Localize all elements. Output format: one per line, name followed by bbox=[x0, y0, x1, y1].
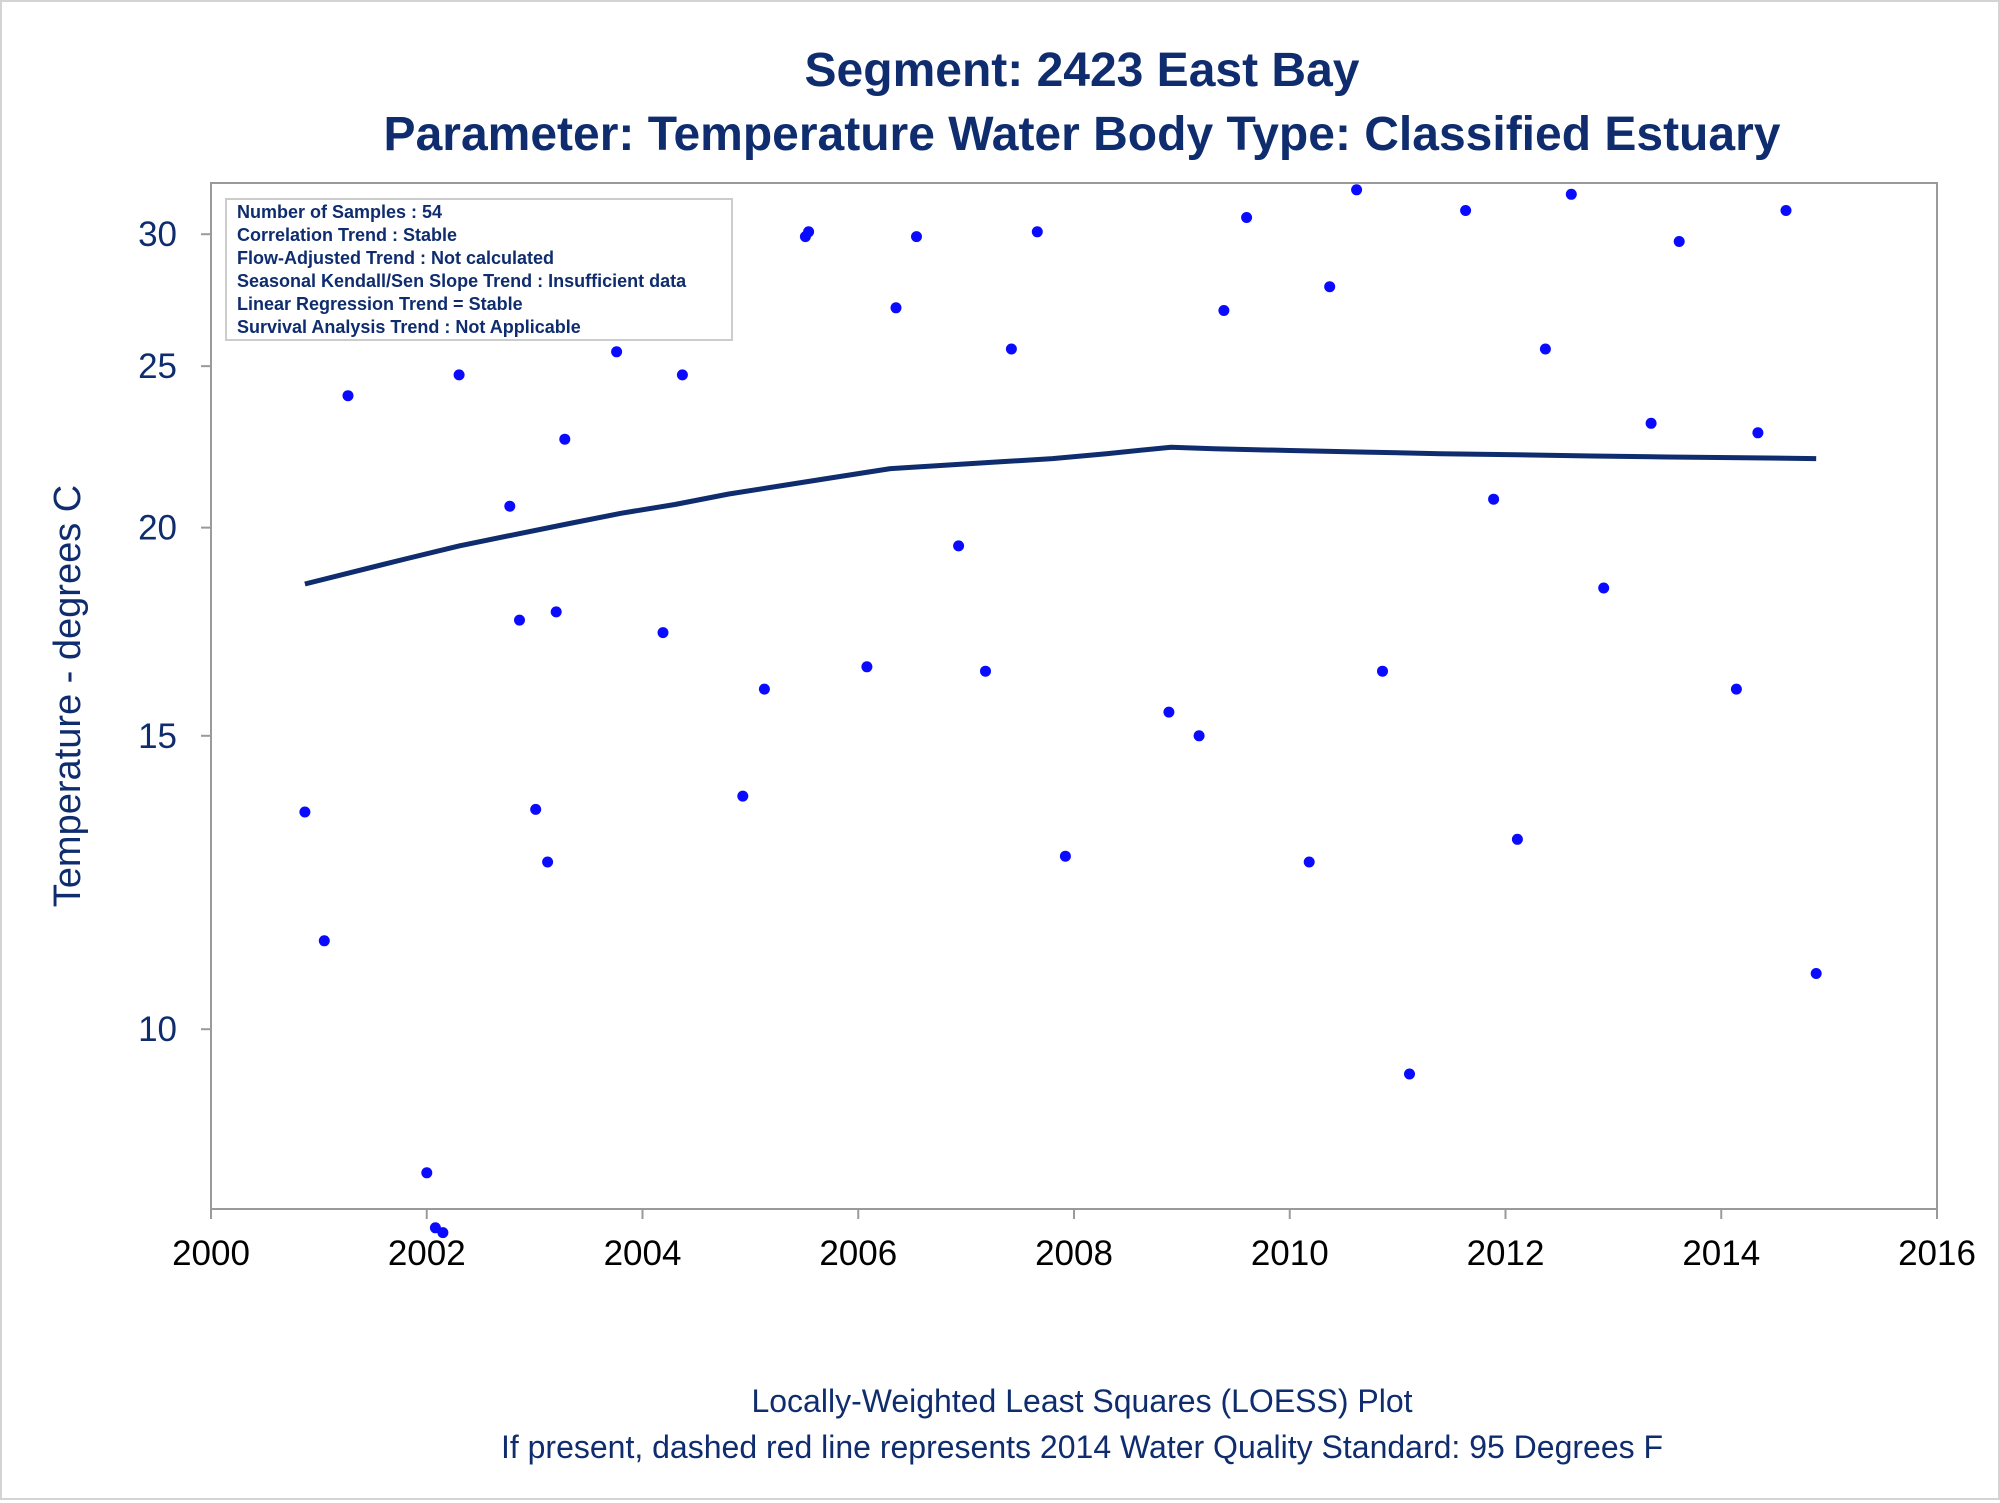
data-point-28 bbox=[953, 540, 965, 552]
y-axis-title: Temperature - degrees C bbox=[47, 485, 89, 907]
stats-line-correlation: Correlation Trend : Stable bbox=[237, 225, 457, 245]
chart-title-line1: Segment: 2423 East Bay bbox=[805, 44, 1360, 97]
stats-box-border bbox=[225, 198, 733, 341]
x-tick-label-2004: 2004 bbox=[604, 1234, 682, 1273]
data-point-51 bbox=[1752, 427, 1764, 439]
data-point-33 bbox=[1163, 706, 1175, 718]
x-tick-label-2016: 2016 bbox=[1898, 1234, 1976, 1273]
y-tick-label-15: 15 bbox=[138, 717, 177, 756]
marks-layer: 2000 2002 2004 2006 2008 2010 2012 2014 2016 10 15… bbox=[138, 184, 1976, 1273]
stats-line-seasonal-kendall: Seasonal Kendall/Sen Slope Trend : Insuf… bbox=[237, 271, 687, 291]
data-point-13 bbox=[542, 856, 554, 868]
data-point-40 bbox=[1377, 665, 1388, 677]
y-tick-label-20: 20 bbox=[138, 509, 177, 548]
y-tick-label-30: 30 bbox=[138, 215, 177, 254]
data-point-46 bbox=[1565, 188, 1577, 200]
data-point-11 bbox=[514, 614, 525, 626]
stats-box: Number of Samples : 54 Correlation Trend… bbox=[225, 198, 733, 341]
data-point-44 bbox=[1511, 833, 1523, 845]
data-point-21 bbox=[737, 790, 749, 802]
data-point-18 bbox=[657, 627, 669, 639]
data-point-24 bbox=[803, 226, 815, 238]
stats-line-flow-adjusted: Flow-Adjusted Trend : Not calculated bbox=[237, 248, 554, 268]
data-point-1 bbox=[318, 935, 330, 947]
data-point-39 bbox=[1351, 184, 1363, 196]
stats-line-linear-regression: Linear Regression Trend = Stable bbox=[237, 294, 523, 314]
x-tick-label-2000: 2000 bbox=[172, 1234, 250, 1273]
x-tick-label-2012: 2012 bbox=[1467, 1234, 1545, 1273]
data-point-42 bbox=[1460, 205, 1472, 216]
x-tick-label-2008: 2008 bbox=[1035, 1234, 1113, 1273]
loess-line bbox=[304, 444, 1817, 587]
y-tick-label-10: 10 bbox=[138, 1010, 177, 1049]
data-point-34 bbox=[1193, 730, 1205, 742]
data-point-22 bbox=[758, 683, 770, 695]
data-point-52 bbox=[1780, 205, 1792, 216]
data-point-27 bbox=[911, 231, 922, 243]
data-point-4 bbox=[421, 1167, 433, 1179]
y-tick-label-25: 25 bbox=[138, 347, 177, 386]
stats-line-samples: Number of Samples : 54 bbox=[237, 202, 442, 222]
footnote-line2: If present, dashed red line represents 2… bbox=[501, 1429, 1663, 1465]
footnote-line1: Locally-Weighted Least Squares (LOESS) P… bbox=[751, 1383, 1412, 1419]
x-tick-label-2002: 2002 bbox=[388, 1234, 466, 1273]
data-point-35 bbox=[1218, 305, 1230, 316]
data-point-43 bbox=[1488, 493, 1500, 505]
data-point-50 bbox=[1730, 683, 1742, 695]
data-point-48 bbox=[1645, 417, 1657, 429]
data-point-6 bbox=[437, 1227, 449, 1239]
data-point-7 bbox=[453, 369, 465, 381]
data-point-19 bbox=[676, 369, 688, 381]
stats-line-survival: Survival Analysis Trend : Not Applicable bbox=[237, 317, 581, 337]
x-tick-label-2014: 2014 bbox=[1682, 1234, 1760, 1273]
data-point-37 bbox=[1303, 856, 1315, 868]
data-point-2 bbox=[342, 390, 354, 402]
chart-title-line2: Parameter: Temperature Water Body Type: … bbox=[384, 108, 1781, 161]
plot-area bbox=[211, 183, 1937, 1209]
data-point-45 bbox=[1539, 343, 1551, 355]
data-point-53 bbox=[1810, 968, 1822, 979]
data-point-29 bbox=[980, 665, 991, 677]
data-point-17 bbox=[611, 346, 623, 358]
data-point-36 bbox=[1241, 212, 1253, 223]
data-point-14 bbox=[550, 606, 562, 618]
data-point-26 bbox=[890, 302, 902, 314]
x-tick-label-2006: 2006 bbox=[819, 1234, 897, 1273]
x-tick-label-2010: 2010 bbox=[1251, 1234, 1329, 1273]
data-point-10 bbox=[504, 500, 516, 512]
data-point-31 bbox=[1031, 226, 1043, 238]
data-point-15 bbox=[559, 433, 571, 445]
plot-border bbox=[210, 182, 1938, 1210]
data-point-49 bbox=[1673, 236, 1685, 247]
data-point-47 bbox=[1598, 582, 1610, 594]
data-point-32 bbox=[1059, 850, 1071, 862]
data-point-12 bbox=[530, 803, 542, 815]
data-point-38 bbox=[1324, 281, 1336, 293]
data-point-25 bbox=[861, 661, 873, 673]
data-point-0 bbox=[299, 806, 311, 818]
data-point-41 bbox=[1404, 1068, 1415, 1080]
data-point-30 bbox=[1005, 343, 1017, 355]
